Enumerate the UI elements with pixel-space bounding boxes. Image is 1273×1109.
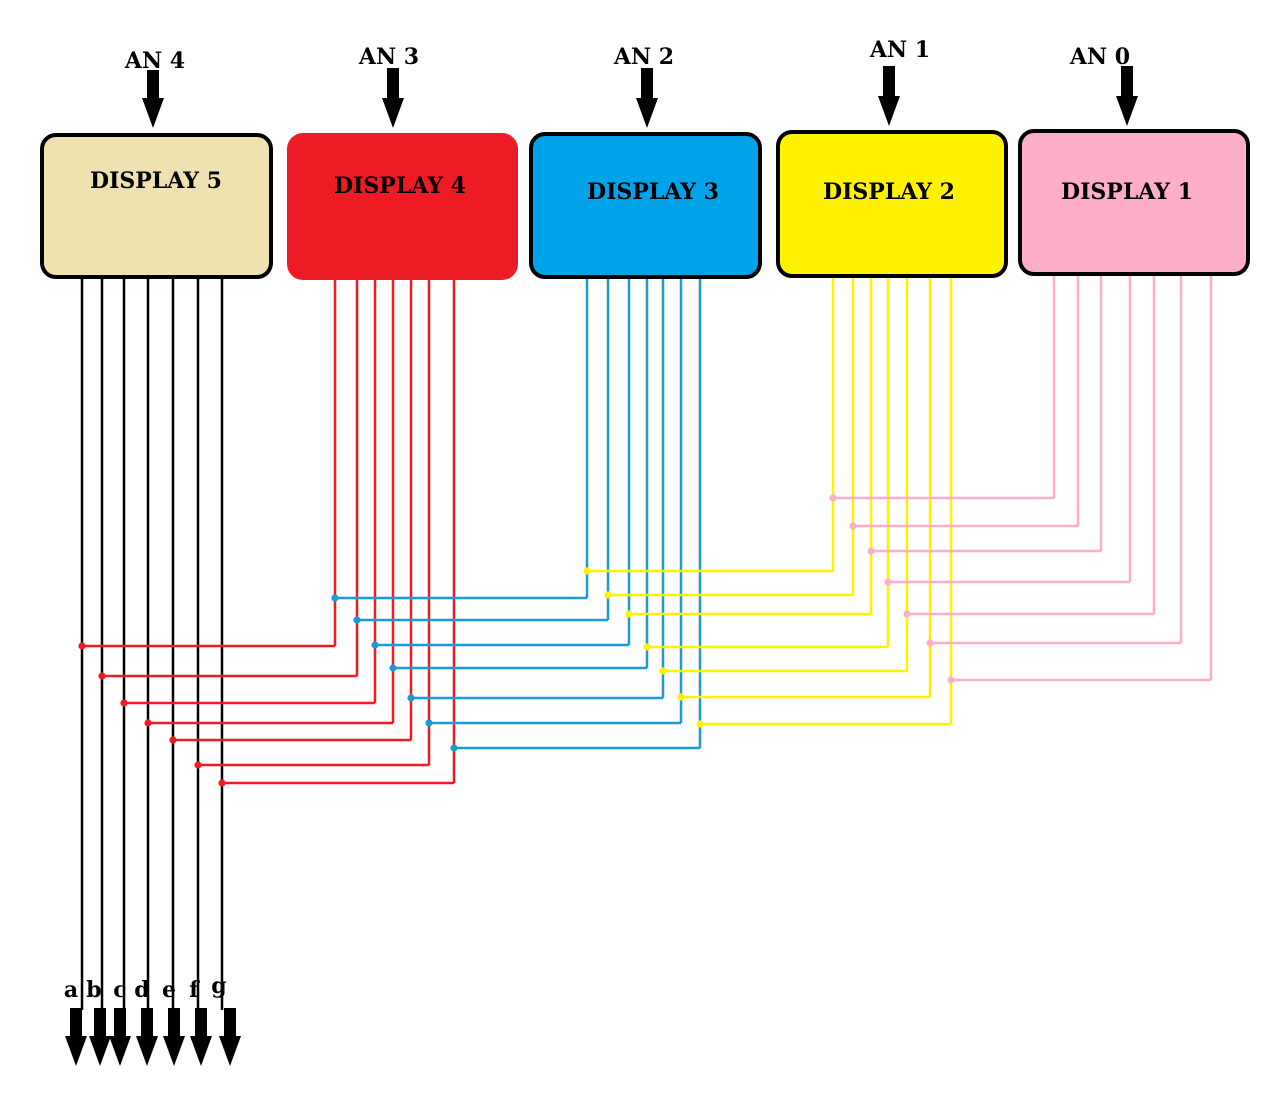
junction-display-3-e	[407, 694, 415, 702]
segment-label-d: d	[134, 977, 149, 1003]
output-arrow-g	[219, 1008, 241, 1066]
junction-display-3-c	[371, 641, 379, 649]
anode-arrow-an3	[382, 68, 404, 128]
junction-display-2-d	[643, 643, 651, 651]
anode-arrows	[142, 66, 1138, 128]
segment-label-b: b	[86, 977, 101, 1003]
junction-display-1-c	[867, 547, 875, 555]
segment-wires	[80, 274, 1213, 1010]
junction-display-1-a	[829, 494, 837, 502]
output-arrow-a	[65, 1008, 87, 1066]
anode-labels: AN 4 AN 3 AN 2 AN 1 AN 0	[124, 37, 1130, 74]
display-1-label: DISPLAY 1	[1061, 179, 1193, 205]
segment-labels: a b c d e f g	[64, 973, 227, 1003]
output-arrow-f	[190, 1008, 212, 1066]
junction-display-2-f	[677, 693, 685, 701]
junction-display-4-c	[120, 699, 128, 707]
junction-display-1-b	[849, 522, 857, 530]
segment-output-arrows	[65, 1008, 241, 1066]
anode-arrow-an4	[142, 70, 164, 128]
junction-display-4-b	[98, 672, 106, 680]
junction-display-3-a	[331, 594, 339, 602]
junction-display-2-g	[696, 720, 704, 728]
display-2-label: DISPLAY 2	[823, 179, 955, 205]
segment-label-f: f	[189, 977, 200, 1003]
output-arrow-e	[163, 1008, 185, 1066]
anode-label-an3: AN 3	[358, 44, 419, 70]
wire-junctions	[78, 494, 955, 787]
junction-display-1-e	[903, 610, 911, 618]
anode-arrow-an2	[636, 68, 658, 128]
junction-display-2-b	[604, 591, 612, 599]
junction-display-4-e	[169, 736, 177, 744]
junction-display-2-a	[583, 567, 591, 575]
anode-arrow-an0	[1116, 66, 1138, 126]
junction-display-1-f	[926, 639, 934, 647]
junction-display-4-g	[218, 779, 226, 787]
display-5-label: DISPLAY 5	[90, 168, 222, 194]
junction-display-4-d	[144, 719, 152, 727]
display-3-label: DISPLAY 3	[587, 179, 719, 205]
segment-label-g: g	[211, 973, 226, 999]
junction-display-3-b	[353, 616, 361, 624]
display-4-label: DISPLAY 4	[334, 173, 466, 199]
output-arrow-b	[89, 1008, 111, 1066]
display-1-box	[1018, 129, 1250, 276]
junction-display-3-g	[450, 744, 458, 752]
junction-display-1-d	[884, 578, 892, 586]
junction-display-4-a	[78, 642, 86, 650]
anode-label-an4: AN 4	[124, 48, 185, 74]
anode-label-an2: AN 2	[613, 44, 674, 70]
anode-label-an0: AN 0	[1069, 44, 1130, 70]
segment-label-c: c	[113, 977, 126, 1003]
segment-label-a: a	[64, 977, 78, 1003]
junction-display-3-d	[389, 664, 397, 672]
display-3-box	[529, 132, 762, 279]
output-arrow-c	[109, 1008, 131, 1066]
junction-display-3-f	[425, 719, 433, 727]
segment-label-e: e	[162, 977, 176, 1003]
junction-display-2-c	[625, 610, 633, 618]
junction-display-2-e	[659, 667, 667, 675]
display-labels: DISPLAY 5 DISPLAY 4 DISPLAY 3 DISPLAY 2 …	[90, 168, 1193, 205]
anode-label-an1: AN 1	[869, 37, 930, 63]
output-arrow-d	[136, 1008, 158, 1066]
display-5-box	[40, 133, 273, 279]
display-2-box	[776, 130, 1008, 278]
display-4-box	[287, 133, 518, 280]
anode-arrow-an1	[878, 66, 900, 126]
junction-display-1-g	[947, 676, 955, 684]
junction-display-4-f	[194, 761, 202, 769]
display-boxes	[40, 129, 1250, 280]
